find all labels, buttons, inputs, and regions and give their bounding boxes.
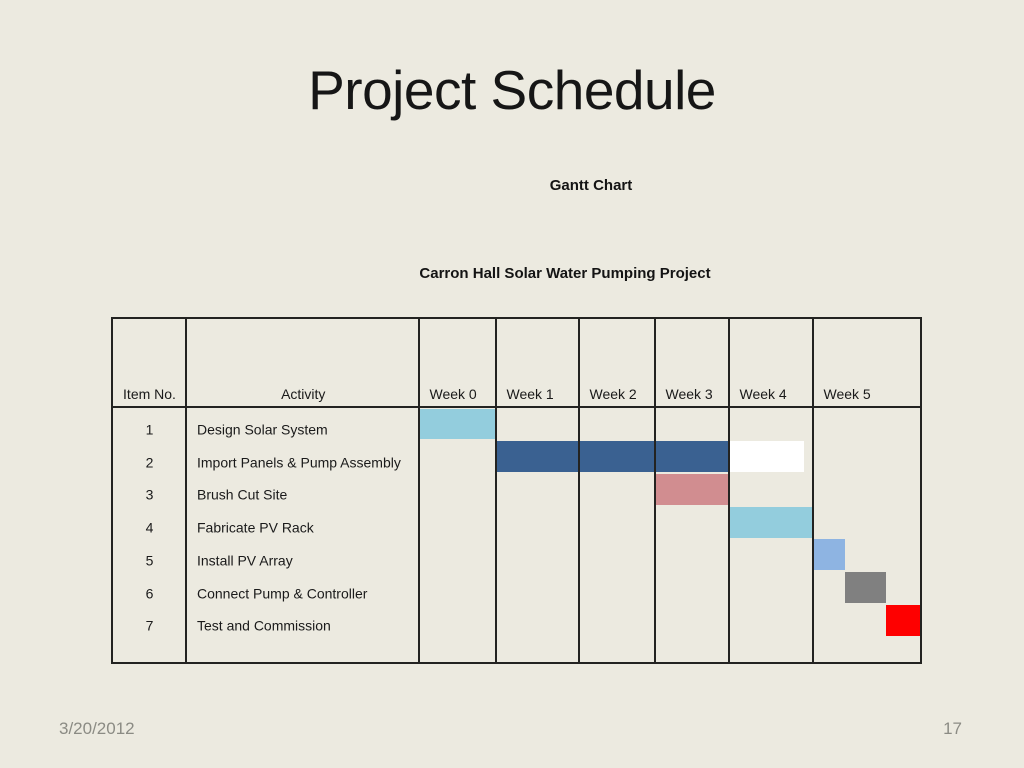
- gantt-bar-task-2: [496, 441, 729, 473]
- grid-line: [728, 319, 730, 662]
- gantt-header-cell: Week 5: [823, 386, 871, 402]
- gantt-table: Item No. Activity Week 0 Week 1 Week 2 Week 3…: [111, 317, 922, 664]
- gantt-header-cell: Week 2: [589, 386, 637, 402]
- footer-date: 3/20/2012: [59, 719, 135, 738]
- task-item-number: 3: [145, 486, 154, 503]
- task-activity: Test and Commission: [197, 617, 331, 634]
- task-activity: Brush Cut Site: [197, 486, 288, 503]
- grid-line: [185, 319, 187, 662]
- gantt-bar-task-4: [729, 506, 813, 538]
- grid-line: [578, 319, 580, 662]
- grid-line: [654, 319, 656, 662]
- gantt-bar-task-1: [419, 408, 496, 440]
- task-activity: Install PV Array: [197, 552, 293, 569]
- gantt-bar-task-5: [813, 539, 846, 571]
- footer-page-number: 17: [943, 719, 962, 738]
- gantt-header-cell: Week 1: [506, 386, 554, 402]
- grid-line: [418, 319, 420, 662]
- gantt-bar-task-6: [845, 572, 886, 604]
- task-activity: Design Solar System: [197, 421, 328, 438]
- task-activity: Fabricate PV Rack: [197, 519, 314, 536]
- gantt-bar-task-3: [655, 474, 729, 505]
- task-item-number: 5: [145, 552, 154, 569]
- grid-line: [495, 319, 497, 662]
- grid-line: [812, 319, 814, 662]
- gantt-header-cell: Week 0: [429, 386, 477, 402]
- header-separator-line: [113, 406, 920, 408]
- task-item-number: 7: [145, 617, 154, 634]
- gantt-header-cell: Week 3: [665, 386, 713, 402]
- gantt-chart-label: Gantt Chart: [549, 177, 633, 194]
- gantt-header-cell: Week 4: [739, 386, 787, 402]
- task-activity: Connect Pump & Controller: [197, 585, 368, 602]
- task-item-number: 2: [145, 454, 154, 471]
- task-item-number: 4: [145, 519, 154, 536]
- gantt-header-cell: Activity: [281, 386, 326, 402]
- gantt-bar-task-2: [729, 441, 804, 473]
- task-activity: Import Panels & Pump Assembly: [197, 454, 401, 471]
- gantt-bar-task-7: [885, 604, 920, 636]
- page-title: Project Schedule: [308, 59, 716, 121]
- task-item-number: 6: [145, 585, 154, 602]
- task-item-number: 1: [145, 421, 154, 438]
- chart-title: Carron Hall Solar Water Pumping Project: [419, 265, 711, 282]
- gantt-header-cell: Item No.: [123, 386, 176, 402]
